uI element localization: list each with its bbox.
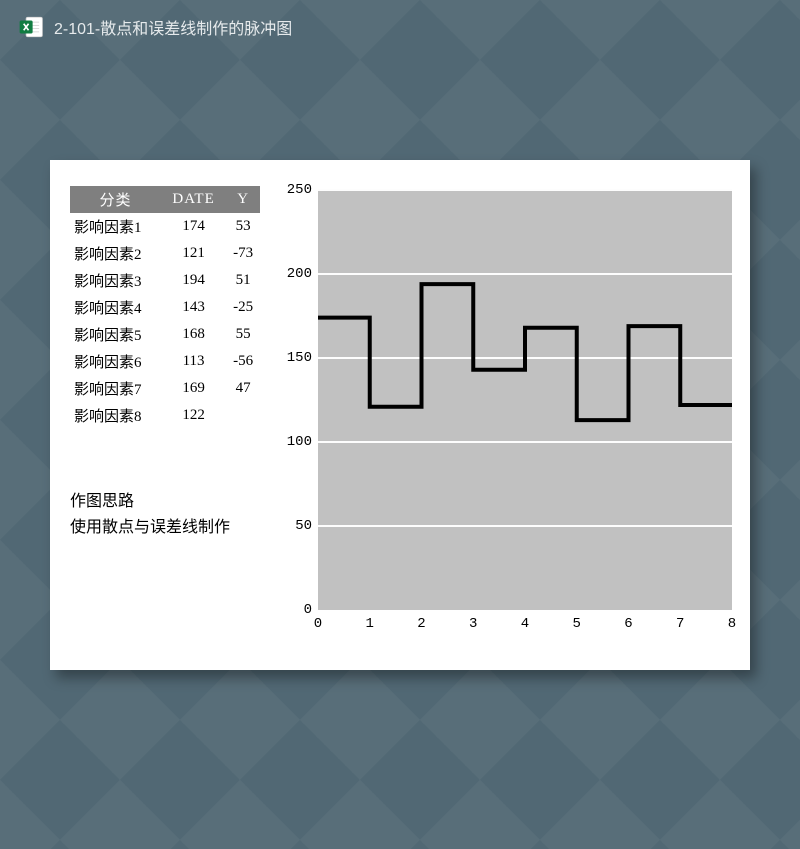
table-row: 影响因素8122	[70, 402, 260, 429]
chart-xtick-label: 7	[670, 616, 690, 632]
notes-block: 作图思路 使用散点与误差线制作	[70, 489, 280, 540]
table-row: 影响因素716947	[70, 375, 260, 402]
col-header-date: DATE	[161, 186, 226, 213]
chart-xtick-label: 0	[308, 616, 328, 632]
page-title: 2-101-散点和误差线制作的脉冲图	[54, 15, 292, 39]
cell-y: 53	[226, 213, 260, 240]
chart-xtick-label: 1	[360, 616, 380, 632]
cell-category: 影响因素1	[70, 213, 161, 240]
cell-category: 影响因素6	[70, 348, 161, 375]
table-row: 影响因素319451	[70, 267, 260, 294]
chart-xtick-label: 3	[463, 616, 483, 632]
cell-date: 168	[161, 321, 226, 348]
cell-y: -25	[226, 294, 260, 321]
table-row: 影响因素4143-25	[70, 294, 260, 321]
table-header-row: 分类 DATE Y	[70, 186, 260, 213]
cell-date: 143	[161, 294, 226, 321]
col-header-y: Y	[226, 186, 260, 213]
table-row: 影响因素2121-73	[70, 240, 260, 267]
cell-category: 影响因素3	[70, 267, 161, 294]
cell-y	[226, 402, 260, 429]
chart-xtick-label: 4	[515, 616, 535, 632]
cell-date: 194	[161, 267, 226, 294]
cell-y: 47	[226, 375, 260, 402]
col-header-category: 分类	[70, 186, 161, 213]
chart-xtick-label: 2	[412, 616, 432, 632]
chart-xtick-label: 8	[722, 616, 742, 632]
table-row: 影响因素117453	[70, 213, 260, 240]
cell-date: 122	[161, 402, 226, 429]
notes-line-2: 使用散点与误差线制作	[70, 515, 280, 541]
cell-date: 174	[161, 213, 226, 240]
cell-category: 影响因素8	[70, 402, 161, 429]
pulse-chart: 050100150200250012345678	[280, 186, 730, 650]
excel-icon	[18, 14, 44, 40]
table-row: 影响因素516855	[70, 321, 260, 348]
chart-xtick-label: 5	[567, 616, 587, 632]
cell-date: 121	[161, 240, 226, 267]
chart-step-line	[280, 186, 732, 612]
cell-date: 113	[161, 348, 226, 375]
left-column: 分类 DATE Y 影响因素117453影响因素2121-73影响因素31945…	[70, 186, 280, 650]
cell-category: 影响因素5	[70, 321, 161, 348]
cell-category: 影响因素2	[70, 240, 161, 267]
cell-y: 55	[226, 321, 260, 348]
cell-y: 51	[226, 267, 260, 294]
cell-y: -73	[226, 240, 260, 267]
cell-category: 影响因素4	[70, 294, 161, 321]
notes-line-1: 作图思路	[70, 489, 280, 515]
document-card: 分类 DATE Y 影响因素117453影响因素2121-73影响因素31945…	[50, 160, 750, 670]
cell-date: 169	[161, 375, 226, 402]
cell-y: -56	[226, 348, 260, 375]
data-table: 分类 DATE Y 影响因素117453影响因素2121-73影响因素31945…	[70, 186, 260, 429]
chart-xtick-label: 6	[619, 616, 639, 632]
cell-category: 影响因素7	[70, 375, 161, 402]
table-row: 影响因素6113-56	[70, 348, 260, 375]
title-bar: 2-101-散点和误差线制作的脉冲图	[0, 0, 800, 54]
